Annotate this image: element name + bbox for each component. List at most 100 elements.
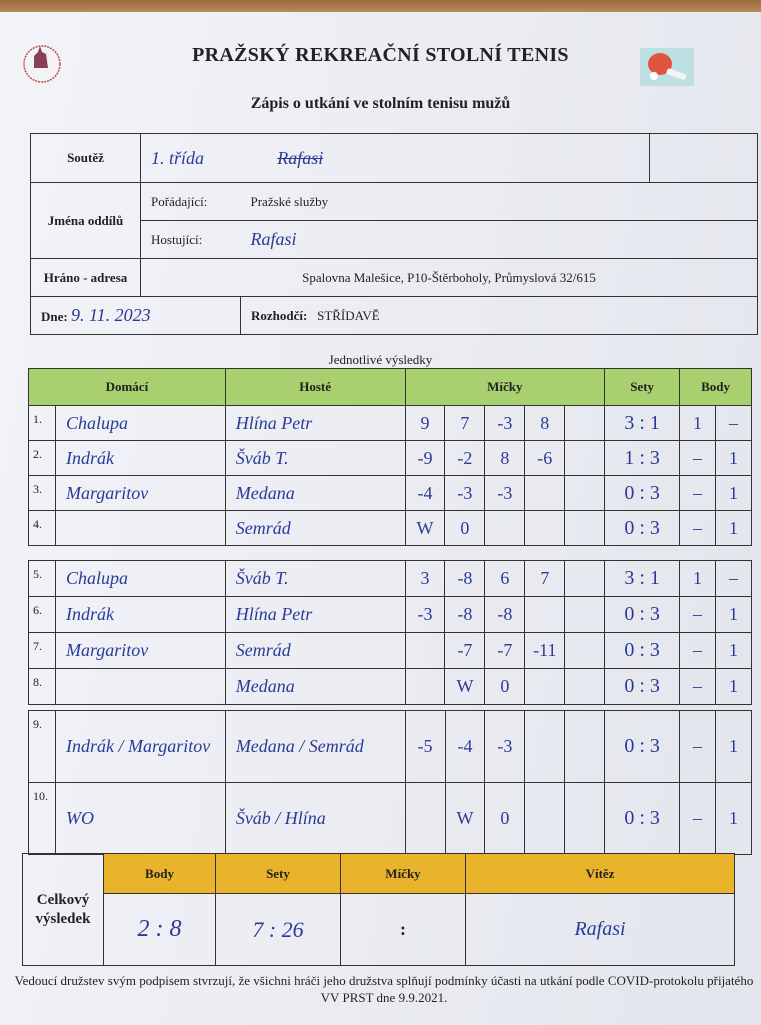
game-score: 6 xyxy=(484,560,526,597)
soutez-label: Soutěž xyxy=(30,133,141,183)
guest-player: Hlína Petr xyxy=(224,405,406,441)
sets-score: 0 : 3 xyxy=(604,668,681,705)
game-score xyxy=(404,668,446,705)
poradajici-label: Pořádající: xyxy=(140,182,241,221)
soutez-value: 1. třída xyxy=(151,147,205,168)
match-number: 2. xyxy=(28,440,56,476)
rozhodci-label: Rozhodčí: xyxy=(251,307,308,323)
game-score: -8 xyxy=(444,560,486,597)
home-point: – xyxy=(679,596,716,633)
match-number: 1. xyxy=(28,405,56,441)
home-player: Chalupa xyxy=(54,560,226,597)
home-player xyxy=(54,668,226,705)
game-score xyxy=(524,596,566,633)
match-row: 2. Indrák Šváb T. -9 -2 8 -6 1 : 3–1 xyxy=(28,440,753,476)
match-row: 8. Medana W 0 0 : 3–1 xyxy=(28,668,753,705)
game-score xyxy=(524,475,566,511)
match-number: 8. xyxy=(28,668,56,705)
home-point: – xyxy=(679,475,716,511)
home-point: – xyxy=(679,710,716,783)
match-number: 6. xyxy=(28,596,56,633)
game-score: 8 xyxy=(524,405,566,441)
sets-score: 0 : 3 xyxy=(604,710,681,783)
match-row: 9. Indrák / Margaritov Medana / Semrád -5 -4… xyxy=(28,710,753,783)
page-title: PRAŽSKÝ REKREAČNÍ STOLNÍ TENIS xyxy=(192,44,569,66)
guest-point: – xyxy=(714,405,753,441)
game-score xyxy=(564,440,606,476)
results-table-3: 9. Indrák / Margaritov Medana / Semrád -5 -4… xyxy=(28,710,753,855)
game-score: -8 xyxy=(484,596,526,633)
game-score: W xyxy=(444,782,486,855)
guest-point: 1 xyxy=(714,596,753,633)
guest-point: 1 xyxy=(714,710,753,783)
match-row: 1. Chalupa Hlína Petr 9 7 -3 8 3 : 1 1– xyxy=(28,405,753,441)
home-player: Indrák xyxy=(54,596,226,633)
total-winner-value: Rafasi xyxy=(465,893,735,966)
total-label: Celkový výsledek xyxy=(22,853,104,966)
game-score xyxy=(564,710,606,783)
home-point: 1 xyxy=(679,405,716,441)
soutez-handwritten: Rafasi xyxy=(277,147,324,168)
footer-note: Vedoucí družstev svým podpisem stvrzují,… xyxy=(14,973,754,1005)
hostujici-value: Rafasi xyxy=(250,229,297,249)
header-sety: Sety xyxy=(604,368,681,406)
home-player: Margaritov xyxy=(54,475,226,511)
game-score: 7 xyxy=(444,405,486,441)
game-score: -3 xyxy=(404,596,446,633)
total-micky-header: Míčky xyxy=(340,853,466,894)
page-subtitle: Zápis o utkání ve stolním tenisu mužů xyxy=(250,95,511,112)
match-number: 3. xyxy=(28,475,56,511)
home-player xyxy=(54,510,226,546)
game-score xyxy=(404,632,446,669)
game-score xyxy=(564,632,606,669)
guest-point: 1 xyxy=(714,668,753,705)
game-score: -11 xyxy=(524,632,566,669)
guest-player: Šváb / Hlína xyxy=(224,782,406,855)
sets-score: 3 : 1 xyxy=(604,560,681,597)
sets-score: 0 : 3 xyxy=(604,510,681,546)
results-table-2: 5. Chalupa Šváb T. 3 -8 6 7 3 : 1 1–6. Indrák Hlín… xyxy=(28,560,753,705)
game-score xyxy=(564,510,606,546)
guest-player: Medana xyxy=(224,475,406,511)
game-score: -8 xyxy=(444,596,486,633)
game-score: 0 xyxy=(484,782,526,855)
match-number: 7. xyxy=(28,632,56,669)
game-score xyxy=(564,668,606,705)
guest-point: 1 xyxy=(714,782,753,855)
game-score xyxy=(564,782,606,855)
total-result-table: Celkový výsledek Body Sety Míčky Vítěz 2… xyxy=(22,853,735,966)
game-score xyxy=(564,596,606,633)
game-score: -7 xyxy=(444,632,486,669)
game-score: -3 xyxy=(484,405,526,441)
guest-player: Šváb T. xyxy=(224,560,406,597)
game-score: W xyxy=(444,668,486,705)
game-score: -6 xyxy=(524,440,566,476)
game-score xyxy=(564,560,606,597)
game-score: -3 xyxy=(484,475,526,511)
guest-player: Semrád xyxy=(224,632,406,669)
match-row: 7. Margaritov Semrád -7 -7 -11 0 : 3–1 xyxy=(28,632,753,669)
game-score xyxy=(524,668,566,705)
match-number: 4. xyxy=(28,510,56,546)
game-score xyxy=(404,782,446,855)
prst-logo xyxy=(23,45,61,83)
sets-score: 3 : 1 xyxy=(604,405,681,441)
jmena-label: Jména oddílů xyxy=(30,182,141,259)
dne-value: 9. 11. 2023 xyxy=(70,305,151,325)
home-player: Indrák xyxy=(54,440,226,476)
home-point: – xyxy=(679,632,716,669)
home-point: – xyxy=(679,782,716,855)
header-micky: Míčky xyxy=(404,368,606,406)
home-point: – xyxy=(679,668,716,705)
game-score: -2 xyxy=(444,440,486,476)
guest-point: 1 xyxy=(714,632,753,669)
match-row: 6. Indrák Hlína Petr -3 -8 -8 0 : 3–1 xyxy=(28,596,753,633)
hostujici-label: Hostující: xyxy=(140,220,241,259)
match-row: 3. Margaritov Medana -4 -3 -3 0 : 3–1 xyxy=(28,475,753,511)
total-vitez-header: Vítěz xyxy=(465,853,735,894)
game-score: -4 xyxy=(444,710,486,783)
game-score: -3 xyxy=(444,475,486,511)
guest-player: Semrád xyxy=(224,510,406,546)
header-body: Body xyxy=(679,368,752,406)
guest-point: – xyxy=(714,560,753,597)
